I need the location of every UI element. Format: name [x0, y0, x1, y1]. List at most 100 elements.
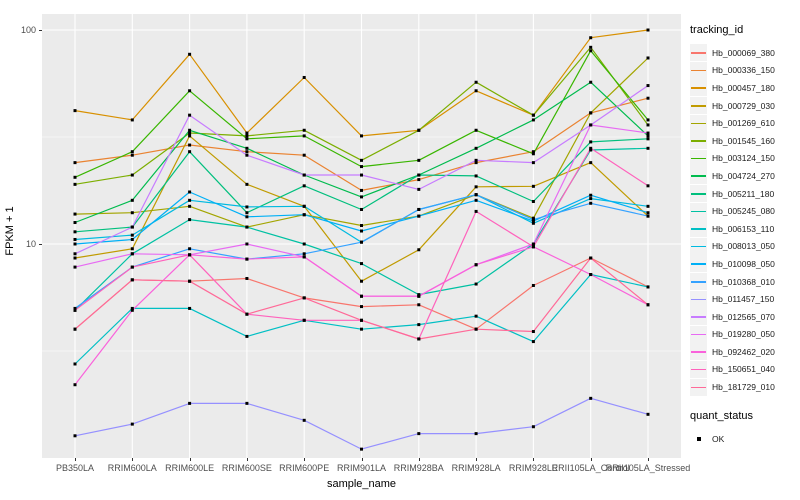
data-point [646, 137, 650, 141]
x-tick-mark [590, 458, 592, 461]
data-point [245, 215, 249, 219]
legend-key-swatch [690, 430, 707, 448]
legend-item-label: Hb_000457_180 [712, 82, 775, 93]
square-point-icon [696, 436, 701, 441]
legend-item-quant-status: OK [690, 430, 798, 448]
data-point [188, 52, 192, 56]
legend-key-swatch [690, 273, 707, 291]
data-point [531, 330, 535, 334]
legend-key-swatch [690, 114, 707, 132]
data-point [245, 134, 249, 138]
x-tick-mark [418, 458, 420, 461]
data-point [73, 230, 77, 234]
data-point [589, 140, 593, 144]
x-tick-label: RRIM928BA [393, 463, 444, 473]
data-point [531, 242, 535, 246]
data-point [474, 209, 478, 213]
legend-item: Hb_000336_150 [690, 61, 798, 80]
legend-item-label: Hb_003124_150 [712, 153, 775, 164]
data-point [360, 262, 363, 266]
legend-title-quant-status: quant_status [690, 409, 753, 422]
data-point [130, 225, 134, 229]
legend-line-icon [691, 157, 706, 160]
legend-item: Hb_010368_010 [690, 273, 798, 291]
x-tick-mark [648, 458, 649, 461]
data-point [531, 184, 535, 188]
data-point [646, 134, 650, 138]
data-point [646, 204, 650, 208]
data-point [417, 178, 421, 182]
data-point [245, 131, 249, 135]
data-point [589, 146, 593, 150]
legend-line-icon [691, 210, 706, 213]
data-point [73, 109, 77, 113]
legend-key-swatch [690, 255, 707, 273]
data-point [417, 158, 421, 162]
data-point [130, 150, 134, 154]
data-point [360, 279, 363, 283]
legend-key-swatch [690, 290, 707, 308]
legend-line-icon [691, 351, 706, 353]
data-point [302, 153, 306, 157]
data-point [130, 247, 134, 251]
data-point [531, 218, 535, 222]
legend-item-label: Hb_000069_380 [712, 47, 775, 58]
data-point [474, 80, 478, 84]
data-point [417, 248, 421, 252]
x-tick-mark [476, 458, 478, 461]
legend-key-swatch [690, 343, 707, 361]
y-tick-mark [39, 30, 42, 31]
legend-item-label: OK [712, 433, 725, 444]
data-point [188, 143, 192, 147]
data-point [188, 218, 192, 222]
legend-item-label: Hb_150651_040 [712, 364, 775, 375]
data-point [302, 173, 306, 177]
data-point [589, 201, 593, 205]
data-point [302, 255, 306, 259]
x-tick-label: RRII105LA_Control [551, 463, 630, 473]
data-point [245, 334, 249, 338]
data-point [417, 323, 421, 327]
data-point [589, 273, 593, 277]
data-point [302, 296, 306, 300]
data-point [360, 318, 363, 322]
data-point [646, 214, 650, 218]
data-point [245, 150, 249, 154]
data-point [531, 283, 535, 287]
legend-key-swatch [690, 167, 707, 185]
data-point [417, 187, 421, 191]
data-point [130, 422, 134, 426]
data-point [360, 305, 363, 309]
data-point [188, 128, 192, 132]
legend-line-icon [691, 316, 706, 318]
data-point [188, 247, 192, 251]
legend-line-icon [691, 386, 706, 389]
data-point [531, 221, 535, 225]
legend-item: Hb_150651_040 [690, 360, 798, 379]
x-tick-mark [189, 458, 191, 461]
x-tick-label: RRII105LA_Stressed [605, 463, 691, 473]
data-point [360, 327, 363, 331]
plot-panel [42, 14, 681, 458]
data-point [417, 294, 421, 298]
legend-item-label: Hb_008013_050 [712, 241, 775, 252]
x-tick-mark [132, 458, 134, 461]
data-point [589, 256, 593, 260]
data-point [589, 396, 593, 400]
x-axis-title: sample_name [326, 478, 397, 490]
y-tick-label: 100 [20, 25, 36, 35]
data-point [360, 240, 363, 244]
legend-line-icon [691, 333, 706, 336]
data-point [73, 434, 77, 438]
legend-item-label: Hb_011457_150 [712, 294, 775, 305]
legend-item-label: Hb_092462_020 [712, 346, 775, 357]
legend-item-label: Hb_001269_610 [712, 118, 775, 129]
legend-item: Hb_011457_150 [690, 290, 798, 308]
data-point [646, 96, 650, 100]
x-tick-mark [304, 458, 306, 461]
data-point [245, 146, 249, 150]
data-point [245, 242, 249, 246]
data-point [646, 123, 650, 127]
data-point [73, 306, 77, 310]
data-point [73, 182, 77, 186]
